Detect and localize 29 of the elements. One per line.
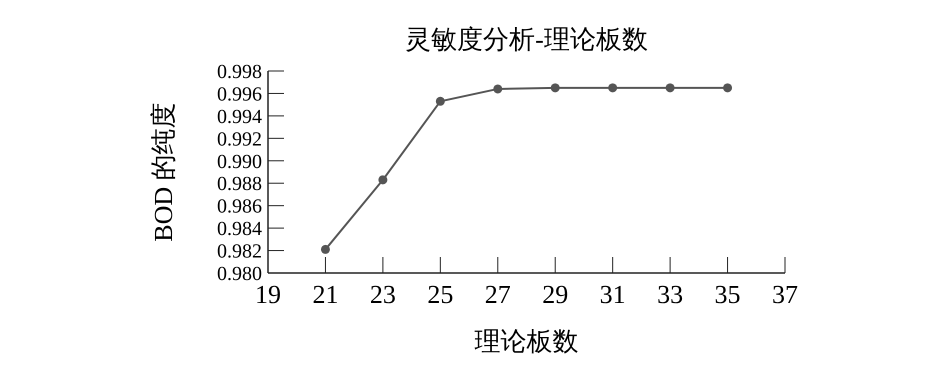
point <box>550 83 560 92</box>
y-tick-label: 0.998 <box>217 61 262 83</box>
point <box>320 244 330 254</box>
y-tick-label: 0.986 <box>217 196 262 218</box>
point <box>378 175 388 184</box>
point <box>723 83 732 92</box>
x-tick-label: 35 <box>714 280 741 309</box>
point <box>666 83 675 92</box>
x-tick-label: 27 <box>484 280 511 309</box>
y-tick-label: 0.988 <box>217 173 262 196</box>
y-tick-label: 0.982 <box>217 240 262 263</box>
y-tick-label: 0.992 <box>217 128 262 150</box>
point <box>436 96 445 106</box>
x-tick-label: 37 <box>772 280 798 309</box>
y-tick-label: 0.996 <box>217 83 262 106</box>
y-tick-label: 0.990 <box>217 150 262 173</box>
x-tick-label: 25 <box>427 280 454 309</box>
y-tick-label: 0.994 <box>217 106 262 128</box>
x-tick-label: 33 <box>657 280 684 309</box>
y-tick-label: 0.984 <box>217 218 262 240</box>
x-tick-label: 23 <box>370 280 396 309</box>
x-tick-label: 21 <box>312 280 338 309</box>
chart-title: 灵敏度分析-理论板数 <box>405 25 648 54</box>
x-tick-label: 29 <box>542 280 568 309</box>
point <box>493 84 502 94</box>
x-axis-title: 理论板数 <box>474 327 578 356</box>
point <box>608 83 618 92</box>
x-tick-label: 31 <box>600 280 626 309</box>
y-axis-title: BOD 的纯度 <box>149 102 178 242</box>
